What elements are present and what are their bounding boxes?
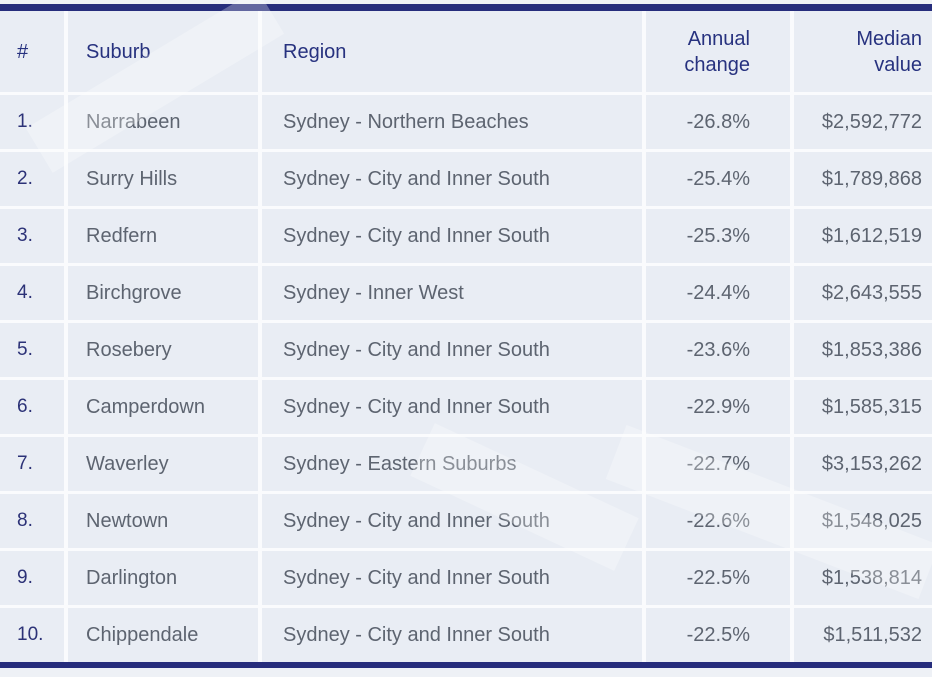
- median-value-cell: $1,538,814: [794, 551, 932, 605]
- median-value-cell: $2,592,772: [794, 95, 932, 149]
- suburb-cell: Narrabeen: [68, 95, 258, 149]
- bottom-accent-rule: [0, 662, 932, 668]
- region-cell: Sydney - City and Inner South: [262, 380, 642, 434]
- rank-cell: 8.: [0, 494, 64, 548]
- annual-change-cell: -22.5%: [646, 551, 790, 605]
- annual-change-cell: -25.4%: [646, 152, 790, 206]
- median-value-cell: $1,585,315: [794, 380, 932, 434]
- region-cell: Sydney - City and Inner South: [262, 152, 642, 206]
- annual-change-cell: -23.6%: [646, 323, 790, 377]
- annual-change-cell: -22.9%: [646, 380, 790, 434]
- suburbs-table: # Suburb Region Annual change Median val…: [0, 11, 932, 662]
- suburb-cell: Waverley: [68, 437, 258, 491]
- rank-cell: 7.: [0, 437, 64, 491]
- suburb-cell: Darlington: [68, 551, 258, 605]
- rank-cell: 6.: [0, 380, 64, 434]
- header-region: Region: [262, 11, 642, 92]
- median-value-cell: $1,853,386: [794, 323, 932, 377]
- rank-cell: 5.: [0, 323, 64, 377]
- rank-cell: 10.: [0, 608, 64, 662]
- annual-change-cell: -26.8%: [646, 95, 790, 149]
- header-rank: #: [0, 11, 64, 92]
- region-cell: Sydney - Northern Beaches: [262, 95, 642, 149]
- region-cell: Sydney - City and Inner South: [262, 323, 642, 377]
- region-cell: Sydney - City and Inner South: [262, 494, 642, 548]
- rank-cell: 3.: [0, 209, 64, 263]
- region-cell: Sydney - Inner West: [262, 266, 642, 320]
- suburb-cell: Chippendale: [68, 608, 258, 662]
- annual-change-cell: -22.6%: [646, 494, 790, 548]
- suburb-cell: Newtown: [68, 494, 258, 548]
- annual-change-cell: -24.4%: [646, 266, 790, 320]
- rank-cell: 9.: [0, 551, 64, 605]
- suburb-cell: Camperdown: [68, 380, 258, 434]
- annual-change-cell: -22.7%: [646, 437, 790, 491]
- top-accent-rule: [0, 4, 932, 11]
- header-annual-change: Annual change: [646, 11, 790, 92]
- rank-cell: 4.: [0, 266, 64, 320]
- median-value-cell: $1,789,868: [794, 152, 932, 206]
- suburb-cell: Surry Hills: [68, 152, 258, 206]
- region-cell: Sydney - Eastern Suburbs: [262, 437, 642, 491]
- suburb-cell: Rosebery: [68, 323, 258, 377]
- suburb-cell: Redfern: [68, 209, 258, 263]
- rank-cell: 1.: [0, 95, 64, 149]
- region-cell: Sydney - City and Inner South: [262, 209, 642, 263]
- median-value-cell: $1,612,519: [794, 209, 932, 263]
- suburb-cell: Birchgrove: [68, 266, 258, 320]
- annual-change-cell: -25.3%: [646, 209, 790, 263]
- median-value-cell: $3,153,262: [794, 437, 932, 491]
- region-cell: Sydney - City and Inner South: [262, 608, 642, 662]
- header-suburb: Suburb: [68, 11, 258, 92]
- annual-change-cell: -22.5%: [646, 608, 790, 662]
- region-cell: Sydney - City and Inner South: [262, 551, 642, 605]
- median-value-cell: $1,548,025: [794, 494, 932, 548]
- median-value-cell: $2,643,555: [794, 266, 932, 320]
- header-median-value: Median value: [794, 11, 932, 92]
- rank-cell: 2.: [0, 152, 64, 206]
- median-value-cell: $1,511,532: [794, 608, 932, 662]
